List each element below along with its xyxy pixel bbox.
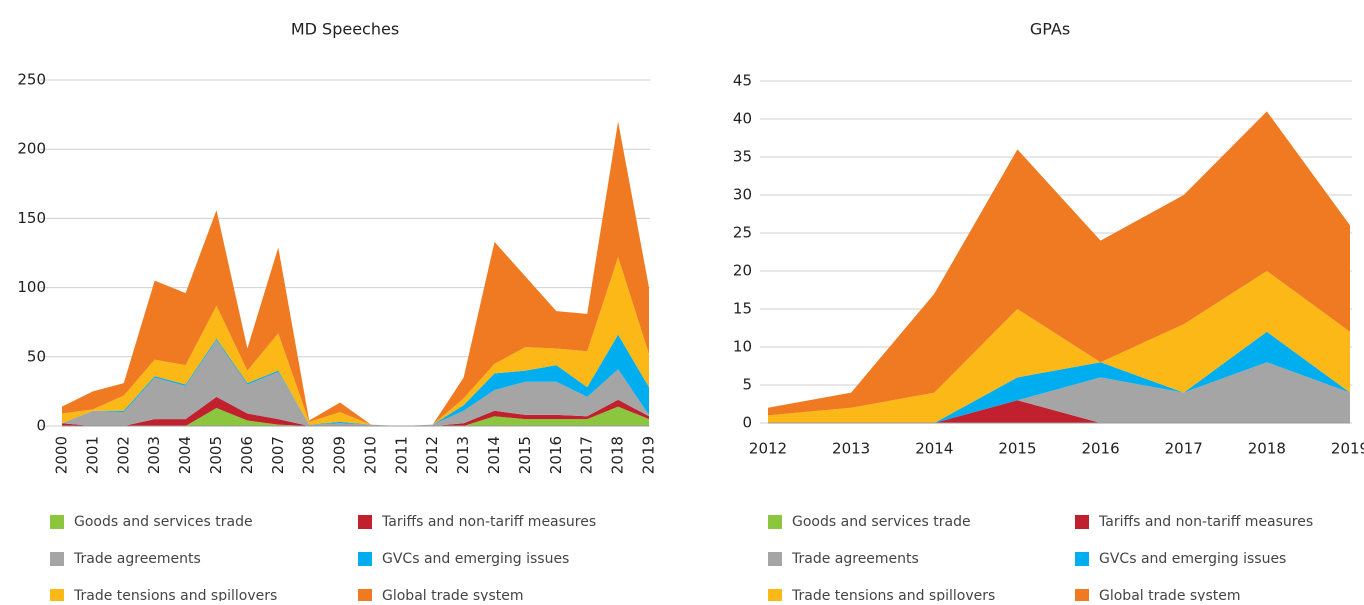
x-tick-label: 2002 [114, 436, 132, 474]
y-tick-label: 30 [733, 186, 752, 204]
area [62, 121, 649, 427]
x-tick-label: 2008 [300, 436, 318, 474]
chart-title: GPAs [1030, 20, 1070, 39]
x-tick-label: 2011 [392, 436, 410, 474]
legend-swatch [358, 589, 372, 603]
x-tick-label: 2007 [269, 436, 287, 474]
y-tick-label: 50 [27, 347, 46, 365]
y-tick-label: 10 [733, 338, 752, 356]
x-tick-label: 2003 [145, 436, 163, 474]
legend-label: Global trade system [382, 588, 524, 601]
x-tick-label: 2017 [578, 436, 596, 474]
y-tick-label: 20 [733, 262, 752, 280]
y-tick-label: 0 [36, 417, 46, 435]
x-tick-label: 2006 [238, 436, 256, 474]
area [62, 340, 649, 426]
legend-label: Trade tensions and spillovers [791, 588, 995, 601]
legend-swatch [358, 515, 372, 529]
y-tick-label: 200 [17, 140, 46, 158]
x-tick-label: 2018 [1248, 440, 1286, 458]
x-tick-label: 2004 [176, 436, 194, 474]
area [768, 331, 1350, 423]
area [768, 111, 1350, 416]
legend-swatch [768, 515, 782, 529]
legend-label: GVCs and emerging issues [382, 551, 569, 567]
legend-label: GVCs and emerging issues [1099, 551, 1286, 567]
chart-title: MD Speeches [291, 20, 399, 39]
legend-label: Goods and services trade [74, 514, 253, 530]
legend-swatch [358, 552, 372, 566]
y-tick-label: 15 [733, 300, 752, 318]
x-tick-label: 2019 [1331, 440, 1364, 458]
legend-label: Goods and services trade [792, 514, 971, 530]
x-tick-label: 2013 [832, 440, 870, 458]
x-tick-label: 2005 [207, 436, 225, 474]
x-tick-label: 2012 [749, 440, 787, 458]
legend-swatch [50, 515, 64, 529]
area [768, 362, 1350, 423]
x-tick-label: 2001 [83, 436, 101, 474]
legend-label: Global trade system [1099, 588, 1241, 601]
y-tick-label: 250 [17, 71, 46, 89]
x-tick-label: 2017 [1165, 440, 1203, 458]
legend-label: Tariffs and non-tariff measures [1098, 514, 1313, 530]
y-tick-label: 40 [733, 110, 752, 128]
x-tick-label: 2012 [423, 436, 441, 474]
y-tick-label: 35 [733, 148, 752, 166]
legend-swatch [1075, 552, 1089, 566]
area [768, 271, 1350, 423]
y-tick-label: 5 [742, 376, 752, 394]
x-tick-label: 2014 [915, 440, 953, 458]
y-tick-label: 150 [17, 209, 46, 227]
x-tick-label: 2019 [640, 436, 658, 474]
legend-swatch [768, 589, 782, 603]
legend-label: Tariffs and non-tariff measures [381, 514, 596, 530]
x-tick-label: 2000 [53, 436, 71, 474]
area [62, 257, 649, 426]
x-tick-label: 2015 [998, 440, 1036, 458]
x-tick-label: 2016 [547, 436, 565, 474]
legend-swatch [1075, 515, 1089, 529]
area [62, 396, 649, 426]
area [62, 334, 649, 426]
y-tick-label: 0 [742, 414, 752, 432]
x-tick-label: 2018 [609, 436, 627, 474]
y-tick-label: 100 [17, 278, 46, 296]
x-tick-label: 2013 [454, 436, 472, 474]
legend-swatch [50, 552, 64, 566]
legend-label: Trade agreements [73, 551, 201, 567]
x-tick-label: 2015 [516, 436, 534, 474]
legend-swatch [50, 589, 64, 603]
x-tick-label: 2010 [361, 436, 379, 474]
legend-swatch [1075, 589, 1089, 603]
y-tick-label: 25 [733, 224, 752, 242]
y-tick-label: 45 [733, 72, 752, 90]
legend-swatch [768, 552, 782, 566]
x-tick-label: 2014 [485, 436, 503, 474]
x-tick-label: 2016 [1081, 440, 1119, 458]
legend-label: Trade agreements [791, 551, 919, 567]
x-tick-label: 2009 [331, 436, 349, 474]
area [62, 406, 649, 426]
legend-label: Trade tensions and spillovers [73, 588, 277, 601]
